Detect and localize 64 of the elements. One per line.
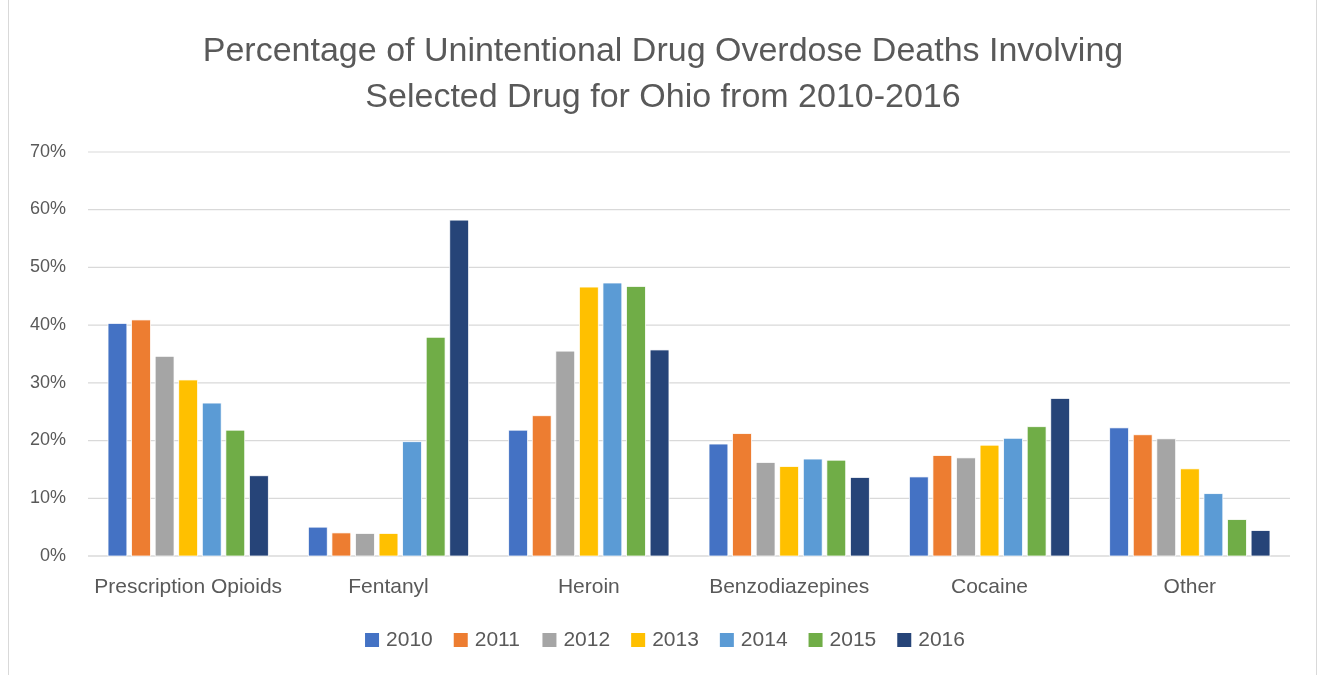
legend-label: 2016 xyxy=(918,626,965,650)
bar xyxy=(131,319,151,557)
bar xyxy=(708,443,729,557)
bar xyxy=(201,402,222,557)
y-tick-label: 50% xyxy=(29,256,66,277)
bar xyxy=(555,350,576,557)
bar xyxy=(732,433,752,557)
bar xyxy=(826,459,847,557)
bar xyxy=(802,458,823,557)
bar xyxy=(1203,493,1224,557)
bar xyxy=(531,415,552,557)
legend-label: 2012 xyxy=(563,626,611,650)
y-tick-label: 0% xyxy=(39,544,66,565)
y-tick-label: 30% xyxy=(29,371,66,392)
x-tick-label: Prescription Opioids xyxy=(94,573,283,597)
bar xyxy=(932,455,953,557)
bar xyxy=(449,219,470,557)
bar xyxy=(1156,438,1177,557)
bar xyxy=(755,462,776,557)
chart-title: Percentage of Unintentional Drug Overdose Deaths Involving Selected Drug for Ohio from 2010-2016 xyxy=(202,29,1124,114)
x-tick-label: Heroin xyxy=(557,573,620,597)
x-tick-label: Benzodiazepines xyxy=(709,573,870,597)
bar xyxy=(779,466,799,557)
bar xyxy=(1180,468,1200,557)
legend-label: 2011 xyxy=(474,626,520,650)
bar xyxy=(225,429,246,557)
bar xyxy=(331,532,352,557)
bar xyxy=(1227,519,1247,557)
bar xyxy=(626,286,646,557)
bar xyxy=(908,476,929,557)
bar xyxy=(956,457,976,557)
y-tick-label: 70% xyxy=(29,140,66,161)
legend-label: 2013 xyxy=(652,626,699,650)
bar xyxy=(378,533,399,557)
bar xyxy=(1250,530,1271,557)
bar xyxy=(1026,426,1047,557)
x-tick-label: Cocaine xyxy=(950,573,1029,597)
bar xyxy=(249,475,269,557)
bar xyxy=(402,441,422,557)
bar xyxy=(1132,434,1153,557)
bar xyxy=(1109,427,1129,557)
bar xyxy=(850,477,870,557)
bar xyxy=(602,282,623,557)
x-tick-label: Fentanyl xyxy=(348,573,429,597)
bar xyxy=(1003,437,1023,557)
y-tick-label: 20% xyxy=(29,429,66,450)
bar xyxy=(425,336,446,557)
legend-label: 2014 xyxy=(740,626,788,650)
bar xyxy=(979,444,1000,557)
y-tick-label: 40% xyxy=(29,313,66,334)
x-tick-label: Other xyxy=(1163,573,1217,597)
legend-label: 2015 xyxy=(829,626,877,650)
bar xyxy=(154,355,175,557)
y-tick-label: 60% xyxy=(29,198,66,219)
y-tick-label: 10% xyxy=(29,487,66,508)
legend-label: 2010 xyxy=(386,626,433,650)
bar xyxy=(579,286,599,557)
bar xyxy=(107,323,128,557)
bar xyxy=(307,526,328,557)
bar xyxy=(1050,398,1071,557)
bar xyxy=(355,533,375,557)
bar xyxy=(178,379,198,557)
bar xyxy=(649,349,670,557)
bar xyxy=(508,429,528,557)
